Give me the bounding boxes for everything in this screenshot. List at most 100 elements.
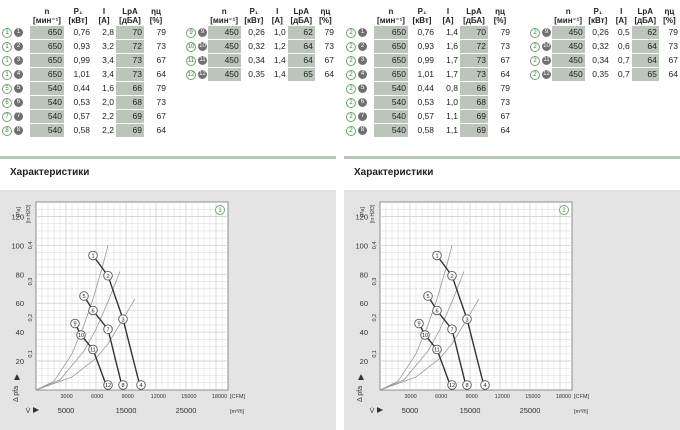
table-row: 1 4 650 1,01 3,4 73 64	[2, 68, 168, 81]
table-row: 2 12 450 0,35 0,7 65 64	[530, 68, 680, 81]
curve-marker-icon: 6	[2, 97, 12, 108]
header-n-unit: [мин⁻¹]	[210, 16, 239, 25]
header-e: ηц	[151, 7, 161, 16]
header-n: n	[565, 7, 571, 16]
x-axis-arrow-icon	[377, 407, 383, 413]
operating-point-marker	[447, 380, 457, 390]
cell-p: 0,76	[417, 27, 434, 37]
operating-point-label: 7	[106, 327, 109, 333]
header-e-unit: [%]	[319, 16, 332, 25]
y2-tick-label: 0,1	[372, 350, 378, 358]
y2-tick-label: 0,3	[28, 278, 34, 286]
col-e: ηц [%]	[315, 7, 336, 25]
operating-point-label: 9	[417, 322, 420, 328]
header-e-unit: [%]	[149, 16, 163, 25]
characteristics-heading: Характеристики	[354, 167, 434, 178]
cell-p: 0,34	[248, 55, 265, 65]
cell-l: 69	[460, 110, 488, 123]
table-row: 2 6 540 0,53 1,0 68 73	[346, 96, 512, 109]
y-tick-label: 60	[16, 299, 24, 308]
cell-l: 69	[116, 124, 144, 137]
cell-p: 0,53	[73, 97, 90, 107]
operating-point-label: 1	[435, 254, 438, 260]
operating-point-marker	[414, 318, 424, 329]
cell-l: 69	[460, 124, 488, 137]
col-n: n [мин⁻¹]	[374, 7, 408, 25]
fan-speed-curve	[418, 323, 453, 391]
point-marker-icon: 9	[198, 28, 207, 38]
table-row: 10 10 450 0,32 1,2 64 73	[186, 40, 336, 53]
cell-i: 0,6	[617, 41, 630, 51]
col-n: n [мин⁻¹]	[208, 7, 241, 25]
curve-marker-icon: 2	[530, 27, 540, 38]
cell-l: 64	[287, 54, 315, 67]
cell-p: 0,34	[592, 55, 609, 65]
table-row: 2 11 450 0,34 0,7 64 67	[530, 54, 680, 67]
cell-e: 79	[324, 27, 334, 37]
operating-point-marker	[447, 271, 457, 281]
col-symbol	[2, 7, 30, 25]
col-n: n [мин⁻¹]	[30, 7, 64, 25]
cell-n: 540	[374, 110, 408, 123]
table-row: 2 2 650 0,93 1,6 72 73	[346, 40, 512, 53]
curve-marker-icon: 2	[530, 69, 540, 80]
fan-curve-chart-2: 120 100 80 60 40 20 0,4 0,3 0,2 0,1 [Pa] [in H2O] Δ …	[355, 201, 589, 415]
cell-i: 3,4	[102, 69, 114, 79]
col-e: ηц [%]	[488, 7, 512, 25]
operating-point-marker	[432, 305, 442, 316]
operating-point-marker	[103, 324, 113, 335]
cell-l: 70	[460, 26, 488, 39]
table-row: 6 6 540 0,53 2,0 68 73	[2, 96, 168, 109]
x-m3h-tick-label: 15000	[460, 406, 481, 415]
curve-marker-icon: 10	[186, 41, 196, 52]
point-marker-icon: 1	[14, 28, 23, 38]
operating-point-label: 8	[121, 383, 124, 389]
cell-i: 3,4	[102, 55, 114, 65]
point-marker-icon: 9	[542, 28, 551, 38]
chart-badge-icon	[215, 205, 225, 215]
col-i: I [A]	[267, 7, 288, 25]
cell-i: 2,0	[102, 97, 114, 107]
cell-l: 72	[460, 40, 488, 53]
x-cfm-tick-label: 9000	[466, 394, 478, 400]
y-tick-label: 80	[16, 270, 24, 279]
header-l: LpA	[637, 7, 654, 16]
header-l: LpA	[293, 7, 310, 16]
curve-marker-icon: 2	[346, 27, 356, 38]
table-row: 1 1 650 0,76 2,8 70 79	[2, 26, 168, 39]
cell-e: 64	[324, 69, 334, 79]
y-tick-label: 20	[360, 357, 368, 366]
x-cfm-tick-label: 18000	[212, 394, 227, 400]
curve-marker-icon: 9	[186, 27, 196, 38]
header-i-unit: [A]	[98, 16, 110, 25]
x-cfm-tick-label: 12000	[495, 394, 510, 400]
curve-marker-icon: 8	[2, 125, 12, 136]
cell-l: 66	[460, 82, 488, 95]
cell-l: 70	[116, 26, 144, 39]
point-marker-icon: 8	[358, 126, 367, 136]
cell-l: 73	[460, 68, 488, 81]
cell-p: 0,99	[417, 55, 434, 65]
col-p: P₁ [кВт]	[585, 7, 611, 25]
operating-point-marker	[420, 330, 430, 340]
point-marker-icon: 2	[14, 42, 23, 52]
operating-point-marker	[118, 314, 128, 324]
cell-e: 64	[156, 69, 166, 79]
curve-marker-icon: 2	[346, 125, 356, 136]
cell-n: 540	[30, 82, 64, 95]
header-p-unit: [кВт]	[412, 16, 432, 25]
cell-l: 69	[116, 110, 144, 123]
header-i: I	[620, 7, 623, 16]
fan-speed-curve	[92, 255, 142, 391]
fan-speed-curve	[427, 295, 468, 391]
table-row: 1 3 650 0,99 3,4 73 67	[2, 54, 168, 67]
x-cfm-tick-label: 9000	[122, 394, 134, 400]
cell-p: 0,26	[592, 27, 609, 37]
header-n: n	[44, 7, 50, 16]
cell-i: 1,6	[446, 41, 458, 51]
header-p-unit: [кВт]	[244, 16, 264, 25]
